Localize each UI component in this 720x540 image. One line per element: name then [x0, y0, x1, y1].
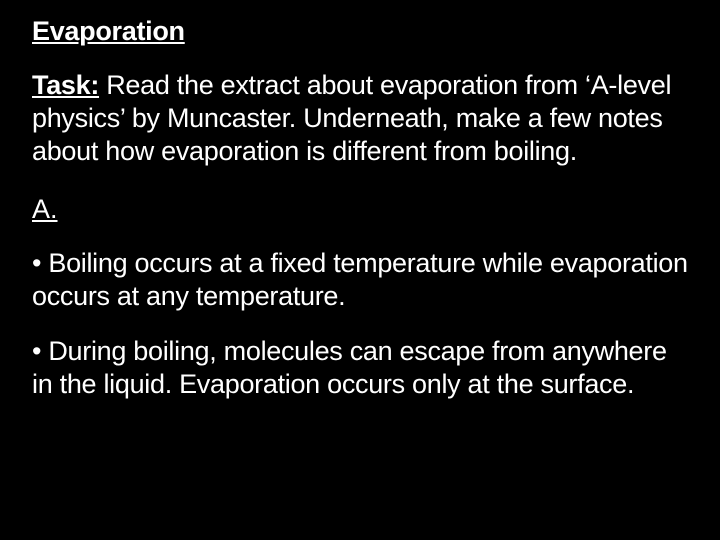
task-text: Read the extract about evaporation from … [32, 70, 671, 166]
slide-container: Evaporation Task: Read the extract about… [0, 0, 720, 540]
answer-label: A. [32, 194, 688, 225]
bullet-point: • Boiling occurs at a fixed temperature … [32, 247, 688, 313]
task-label: Task: [32, 70, 99, 100]
task-paragraph: Task: Read the extract about evaporation… [32, 69, 688, 168]
slide-title: Evaporation [32, 16, 688, 47]
bullet-point: • During boiling, molecules can escape f… [32, 335, 688, 401]
